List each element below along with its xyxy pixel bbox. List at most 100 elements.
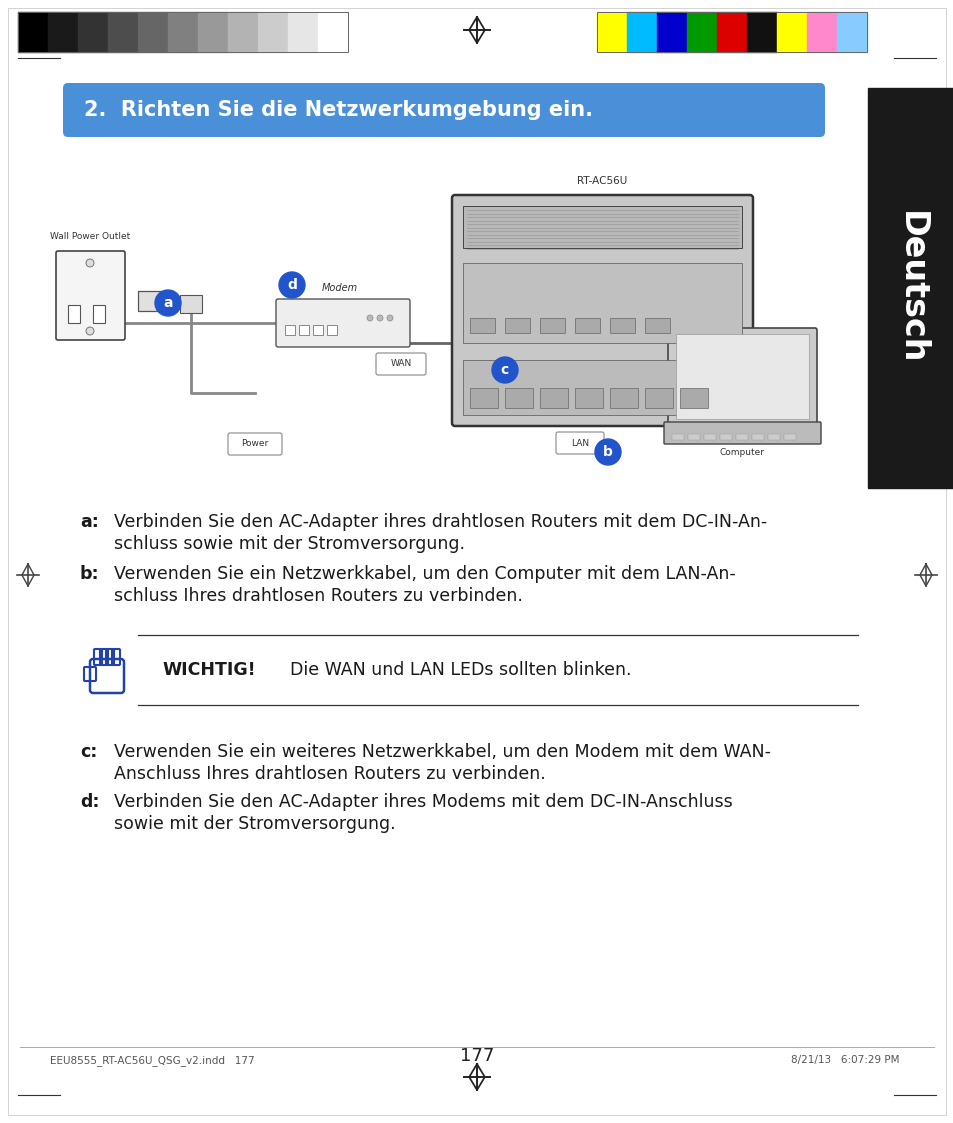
FancyBboxPatch shape	[556, 432, 603, 454]
Bar	[575, 318, 599, 334]
Text: LAN: LAN	[570, 438, 588, 447]
Bar	[717, 12, 746, 52]
Bar	[720, 433, 731, 440]
Bar	[462, 263, 741, 343]
Text: c:: c:	[80, 743, 97, 761]
Bar	[609, 318, 635, 334]
Text: Verwenden Sie ein weiteres Netzwerkkabel, um den Modem mit dem WAN-: Verwenden Sie ein weiteres Netzwerkkabel…	[113, 743, 770, 761]
Text: WAN: WAN	[390, 359, 411, 368]
Bar	[470, 318, 495, 334]
Bar	[687, 433, 700, 440]
Text: RT-AC56U: RT-AC56U	[577, 176, 627, 186]
Bar	[327, 325, 336, 335]
Text: Verbinden Sie den AC-Adapter ihres Modems mit dem DC-IN-Anschluss: Verbinden Sie den AC-Adapter ihres Modem…	[113, 793, 732, 811]
FancyBboxPatch shape	[452, 195, 752, 426]
Text: 8/21/13   6:07:29 PM: 8/21/13 6:07:29 PM	[791, 1054, 899, 1065]
FancyBboxPatch shape	[375, 353, 426, 375]
Text: EEU8555_RT-AC56U_QSG_v2.indd   177: EEU8555_RT-AC56U_QSG_v2.indd 177	[50, 1054, 254, 1066]
Bar	[198, 12, 228, 52]
Bar	[575, 389, 602, 408]
Bar	[539, 389, 567, 408]
Bar	[703, 433, 716, 440]
Bar	[867, 88, 953, 489]
Circle shape	[86, 327, 94, 335]
Text: Die WAN und LAN LEDs sollten blinken.: Die WAN und LAN LEDs sollten blinken.	[290, 661, 631, 679]
Bar	[735, 433, 747, 440]
Bar	[228, 12, 257, 52]
Text: Power: Power	[241, 439, 269, 448]
Bar	[679, 389, 707, 408]
Bar	[657, 12, 686, 52]
FancyBboxPatch shape	[228, 433, 282, 455]
Text: sowie mit der Stromversorgung.: sowie mit der Stromversorgung.	[113, 815, 395, 833]
Bar	[18, 12, 48, 52]
Circle shape	[86, 259, 94, 267]
Bar	[746, 12, 776, 52]
FancyBboxPatch shape	[667, 328, 816, 427]
Text: 2.  Richten Sie die Netzwerkumgebung ein.: 2. Richten Sie die Netzwerkumgebung ein.	[84, 100, 593, 120]
Circle shape	[492, 357, 517, 383]
Bar	[285, 325, 294, 335]
Bar	[767, 433, 780, 440]
Circle shape	[595, 439, 620, 465]
Bar	[18, 12, 348, 52]
Text: Modem: Modem	[321, 283, 357, 293]
Text: Anschluss Ihres drahtlosen Routers zu verbinden.: Anschluss Ihres drahtlosen Routers zu ve…	[113, 765, 545, 783]
Bar	[288, 12, 317, 52]
Text: Wall Power Outlet: Wall Power Outlet	[50, 232, 130, 241]
Bar	[138, 12, 168, 52]
FancyBboxPatch shape	[275, 299, 410, 347]
Bar	[644, 389, 672, 408]
Text: WICHTIG!: WICHTIG!	[162, 661, 255, 679]
Bar	[597, 12, 626, 52]
Bar	[68, 305, 80, 323]
Bar	[78, 12, 108, 52]
Circle shape	[376, 314, 382, 321]
Text: Verwenden Sie ein Netzwerkkabel, um den Computer mit dem LAN-An-: Verwenden Sie ein Netzwerkkabel, um den …	[113, 565, 735, 583]
Circle shape	[154, 290, 181, 316]
Bar	[138, 291, 168, 311]
Bar	[671, 433, 683, 440]
Text: a:: a:	[80, 513, 99, 531]
Circle shape	[278, 272, 305, 298]
Bar	[462, 360, 741, 416]
Text: d:: d:	[80, 793, 99, 811]
Bar	[776, 12, 806, 52]
Text: Computer: Computer	[720, 448, 764, 457]
Bar	[626, 12, 657, 52]
Bar	[609, 389, 638, 408]
Bar	[806, 12, 836, 52]
Bar	[751, 433, 763, 440]
Bar	[504, 389, 533, 408]
Circle shape	[367, 314, 373, 321]
Bar	[676, 334, 808, 419]
Bar	[686, 12, 717, 52]
Bar	[257, 12, 288, 52]
Text: schluss sowie mit der Stromversorgung.: schluss sowie mit der Stromversorgung.	[113, 535, 464, 553]
FancyBboxPatch shape	[63, 83, 824, 137]
Bar	[48, 12, 78, 52]
Bar	[92, 305, 105, 323]
Text: Verbinden Sie den AC-Adapter ihres drahtlosen Routers mit dem DC-IN-An-: Verbinden Sie den AC-Adapter ihres draht…	[113, 513, 766, 531]
Bar	[168, 12, 198, 52]
FancyBboxPatch shape	[56, 252, 125, 340]
Bar	[504, 318, 530, 334]
Bar	[597, 12, 866, 52]
Text: 177: 177	[459, 1047, 494, 1065]
Bar	[836, 12, 866, 52]
Bar	[462, 206, 741, 248]
Bar	[180, 295, 202, 313]
Text: Deutsch: Deutsch	[894, 211, 926, 365]
Bar	[783, 433, 795, 440]
Text: d: d	[287, 279, 296, 292]
Bar	[317, 12, 348, 52]
Bar	[108, 12, 138, 52]
Circle shape	[387, 314, 393, 321]
Bar	[539, 318, 564, 334]
Text: b: b	[602, 445, 612, 459]
Bar	[470, 389, 497, 408]
Text: c: c	[500, 363, 509, 377]
Text: b:: b:	[80, 565, 99, 583]
Text: schluss Ihres drahtlosen Routers zu verbinden.: schluss Ihres drahtlosen Routers zu verb…	[113, 587, 522, 605]
FancyBboxPatch shape	[663, 422, 821, 444]
